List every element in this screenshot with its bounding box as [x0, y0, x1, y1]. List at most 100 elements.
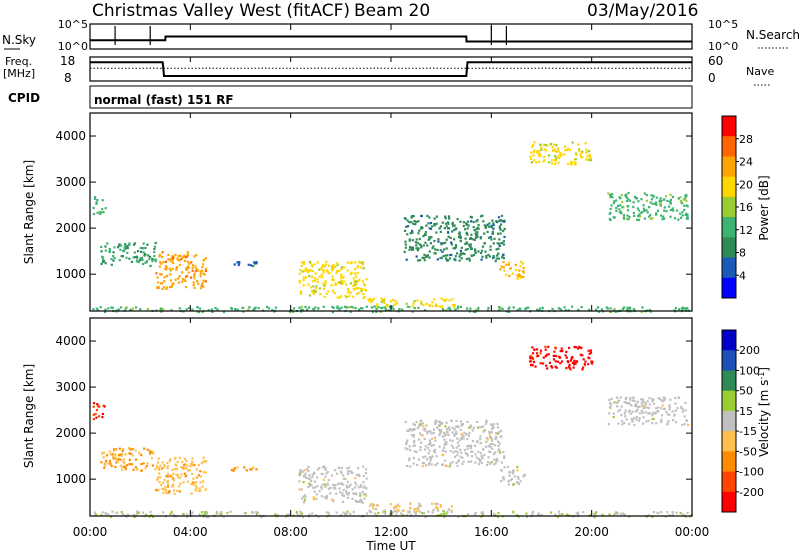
- velocity-cell-2-91: [191, 464, 194, 467]
- velocity-cell-2-106: [202, 460, 205, 463]
- velocity-cell-6-8: [485, 437, 488, 440]
- velocity-cell-10-33: [525, 512, 528, 515]
- velocity-cell-4-18: [344, 477, 347, 481]
- velocity-cell-4-52: [359, 484, 362, 487]
- power-cell-8-22: [540, 148, 543, 151]
- velocity-cell-6-87: [500, 461, 503, 464]
- power-cell-10-177: [266, 305, 269, 308]
- power-cell-6-323: [406, 219, 409, 222]
- power-cell-8-87: [557, 161, 560, 164]
- power-cell-9-8: [679, 196, 682, 199]
- power-cell-9-113: [646, 211, 649, 214]
- power-cell-2-70: [184, 259, 187, 262]
- velocity-cell-9-101: [668, 404, 671, 407]
- velocity-cell-1-19: [148, 449, 151, 452]
- velocity-cell-9-31: [648, 397, 651, 400]
- power-cell-2-83: [157, 281, 160, 284]
- velocity-cell-7-13: [502, 477, 505, 480]
- power-cell-4-63: [338, 269, 341, 272]
- power-cell-2-87: [169, 286, 172, 289]
- velocity-cell-8-80: [531, 346, 534, 349]
- velocity-cell-8-37: [529, 360, 532, 363]
- power-cell-2-109: [171, 285, 174, 288]
- power-cell-6-220: [411, 231, 414, 234]
- velocity-cell-10-206: [115, 511, 118, 515]
- velocity-cell-6-143: [432, 450, 436, 453]
- velocity-cell-1-71: [114, 449, 117, 452]
- power-cell-6-86: [439, 249, 442, 252]
- velocity-cell-8-13: [574, 362, 577, 365]
- power-cell-3-3: [255, 261, 258, 264]
- power-cell-6-168: [482, 220, 485, 223]
- velocity-cell-9-116: [659, 407, 662, 410]
- power-cell-6-291: [454, 246, 457, 249]
- velocity-cell-9-156: [636, 409, 639, 412]
- power-cell-1-77: [139, 259, 142, 262]
- velocity-cell-4-57: [331, 474, 334, 477]
- power-cell-10-106: [408, 306, 411, 309]
- power-cell-10-16: [139, 308, 142, 311]
- power-cell-10-158: [170, 309, 173, 312]
- velocity-cell-9-43: [635, 403, 638, 406]
- velocity-cell-9-60: [660, 418, 663, 421]
- velocity-cell-10-48: [467, 513, 470, 516]
- power-cell-4-36: [355, 283, 358, 286]
- velocity-cell-6-281: [466, 453, 469, 456]
- velocity-cell-9-149: [666, 423, 669, 426]
- power-cell-10-68: [216, 308, 219, 311]
- power-cell-0-15: [104, 207, 107, 210]
- power-cell-2-23: [179, 254, 182, 257]
- velocity-cell-6-233: [429, 455, 432, 459]
- power-cell-10-230: [577, 308, 580, 311]
- power-cell-6-7: [422, 235, 425, 238]
- velocity-cell-8-52: [531, 364, 534, 367]
- velocity-cell-6-278: [422, 456, 425, 459]
- power-cell-6-279: [468, 257, 471, 260]
- freq-tick-top: 18: [60, 54, 75, 68]
- velocity-cell-10-43: [136, 510, 139, 513]
- power-cell-1-86: [139, 246, 142, 250]
- velocity-cell-10-164: [94, 513, 97, 516]
- velocity-cell-1-63: [102, 451, 105, 454]
- velocity-cell-10-39: [301, 515, 305, 519]
- power-cell-4-82: [300, 264, 303, 267]
- power-cell-6-36: [497, 252, 500, 255]
- velocity-cell-6-171: [489, 443, 492, 446]
- velocity-cell-6-178: [496, 432, 500, 435]
- power-cell-9-69: [628, 199, 632, 202]
- power-cbar-swatch-0: [722, 116, 736, 137]
- power-cell-10-105: [512, 306, 515, 309]
- power-cell-8-40: [574, 152, 578, 155]
- power-cell-1-24: [146, 243, 149, 246]
- cpid-frame: [89, 85, 693, 109]
- velocity-cell-0-9: [101, 412, 104, 416]
- power-cell-9-96: [664, 195, 668, 198]
- velocity-cell-1-17: [111, 452, 114, 455]
- velocity-cell-9-16: [668, 408, 671, 411]
- velocity-cell-10-210: [440, 513, 443, 516]
- power-cell-6-268: [476, 219, 479, 222]
- power-cell-9-63: [661, 218, 664, 221]
- velocity-cell-6-38: [463, 431, 466, 434]
- velocity-cell-2-86: [190, 463, 193, 466]
- velocity-cell-3-4: [233, 467, 236, 470]
- power-cell-4-77: [303, 262, 306, 266]
- velocity-cell-8-89: [590, 362, 594, 365]
- velocity-cell-9-9: [633, 399, 636, 403]
- velocity-cell-8-93: [561, 360, 564, 363]
- power-cell-9-116: [649, 217, 653, 220]
- velocity-cell-9-67: [613, 401, 616, 404]
- power-cell-9-103: [637, 200, 640, 203]
- velocity-cell-2-43: [187, 469, 190, 472]
- velocity-cell-6-14: [459, 428, 462, 431]
- power-cell-8-20: [543, 148, 546, 151]
- velocity-cell-8-46: [530, 364, 533, 367]
- velocity-cell-6-137: [496, 459, 499, 462]
- power-cell-6-105: [428, 250, 431, 253]
- power-cell-8-66: [547, 154, 551, 157]
- velocity-cell-8-55: [548, 361, 551, 364]
- power-cell-6-40: [497, 216, 501, 219]
- velocity-cell-2-55: [158, 468, 161, 471]
- velocity-cell-5-35: [435, 505, 438, 508]
- power-cell-6-27: [414, 223, 417, 226]
